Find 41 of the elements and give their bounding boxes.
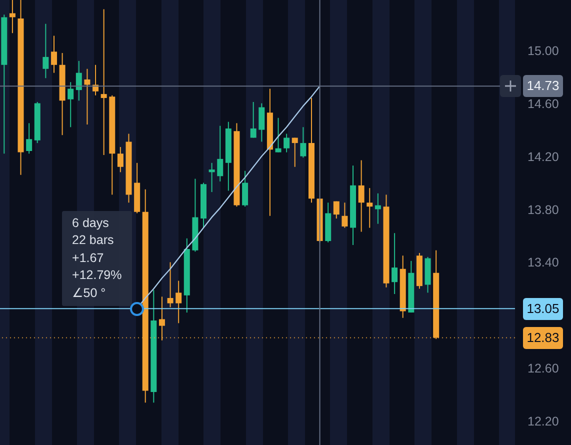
candlestick [358, 160, 364, 232]
y-tick-label: 14.60 [528, 96, 559, 111]
candlestick [117, 146, 124, 173]
candlestick [50, 35, 57, 74]
candlestick [242, 170, 248, 208]
candlestick [26, 122, 32, 154]
candlestick [68, 82, 74, 128]
annotation: +1.67 [72, 250, 104, 267]
ref-line-label: 12.83 [523, 326, 563, 349]
annotation: 6 days [72, 214, 109, 232]
y-tick-label: 13.40 [528, 256, 559, 270]
candlestick [366, 188, 373, 228]
ref-line-label: 14.73 [523, 75, 563, 98]
candlestick [284, 133, 290, 153]
candlestick [300, 126, 306, 158]
candlestick [217, 125, 224, 182]
candlestick [9, 0, 16, 34]
annotation: 22 bars [72, 232, 114, 250]
candlestick [76, 60, 82, 102]
y-tick-label: 13.80 [528, 202, 559, 217]
candlestick [167, 262, 174, 308]
candlestick [275, 117, 282, 153]
candlestick [258, 102, 265, 142]
ref-line-label: 13.05 [523, 298, 563, 320]
candlestick [333, 200, 340, 220]
candlestick [42, 23, 49, 79]
candlestick [208, 162, 215, 193]
annotation: +12.79% [72, 267, 122, 284]
candlestick [84, 68, 90, 125]
candlestick [292, 137, 298, 168]
y-tick-label: 12.20 [528, 414, 559, 429]
candlestick [392, 232, 398, 295]
annotation: ∠50 ° [72, 284, 106, 302]
candlestick [342, 202, 348, 228]
candlestick [176, 280, 182, 324]
candlestick [374, 192, 381, 224]
candlestick [100, 8, 107, 156]
candlestick [250, 101, 256, 138]
y-tick-label: 15.00 [528, 44, 559, 58]
y-tick-label: 14.20 [528, 150, 559, 164]
y-tick-label: 12.60 [528, 362, 559, 376]
